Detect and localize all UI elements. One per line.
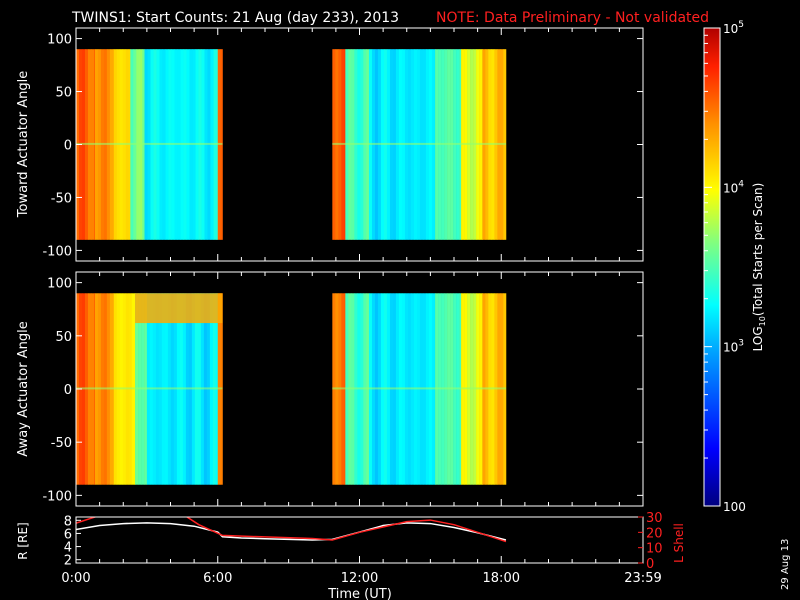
orbit-right-y-label: L Shell [672,523,686,563]
away-panel: 100 50 0 -50 -100 [42,271,644,507]
colorbar-tick-label: 105 [723,20,744,36]
x-tick-label: 0:00 [61,571,90,586]
x-tick-label: 6:00 [203,571,232,586]
colorbar-tick-label: 103 [723,339,744,355]
colorbar-label: LOG10(Total Starts per Scan) [751,183,767,352]
x-tick-label: 23:59 [624,571,661,586]
toward-y-tick-label: 0 [64,139,72,154]
away-zero-angle-stripe [76,387,223,390]
orbit-left-tick-label: 4 [64,541,72,556]
orbit-right-tick-label: 20 [646,526,663,541]
toward-heatmap-image [76,49,507,240]
away-y-tick-label: -100 [42,489,72,504]
toward-y-tick-label: -100 [42,244,72,259]
data-note: NOTE: Data Preliminary - Not validated [436,10,709,26]
orbit-right-tick-label: 10 [646,542,663,557]
orbit-left-tick-label: 2 [64,554,72,569]
toward-zero-angle-stripe [76,142,223,145]
toward-panel: 100 50 0 -50 -100 [42,27,644,262]
away-y-tick-label: 50 [55,330,72,345]
orbit-left-tick-label: 6 [64,527,72,542]
orbit-right-tick-label: 30 [646,511,663,526]
toward-y-label: Toward Actuator Angle [16,71,31,218]
away-y-tick-label: 100 [47,277,72,292]
colorbar: 105 104 103 100 LOG10(Total Starts per Scan… [703,20,767,514]
away-y-tick-label: -50 [51,436,72,451]
away-heatmap-image [76,293,507,485]
x-tick-label: 12:00 [341,571,378,586]
away-zero-angle-stripe [332,387,506,390]
x-axis-label: Time (UT) [327,587,392,600]
toward-zero-angle-stripe [332,142,506,145]
figure-title: TWINS1: Start Counts: 21 Aug (day 233), … [71,10,399,26]
toward-y-tick-label: -50 [51,191,72,206]
date-stamp: 29 Aug 13 [780,539,791,590]
away-y-tick-label: 0 [64,383,72,398]
orbit-right-tick-label: 0 [646,557,654,572]
away-y-label: Away Actuator Angle [16,321,31,456]
r-series-line [76,522,507,541]
colorbar-gradient [703,27,721,507]
orbit-left-tick-label: 8 [64,514,72,529]
toward-y-tick-label: 50 [55,86,72,101]
x-tick-label: 18:00 [483,571,520,586]
orbit-left-y-label: R [RE] [16,522,30,559]
toward-y-tick-label: 100 [47,33,72,48]
colorbar-tick-label: 100 [723,500,746,514]
colorbar-tick-label: 104 [723,179,744,195]
away-high-angle-band [135,293,223,324]
